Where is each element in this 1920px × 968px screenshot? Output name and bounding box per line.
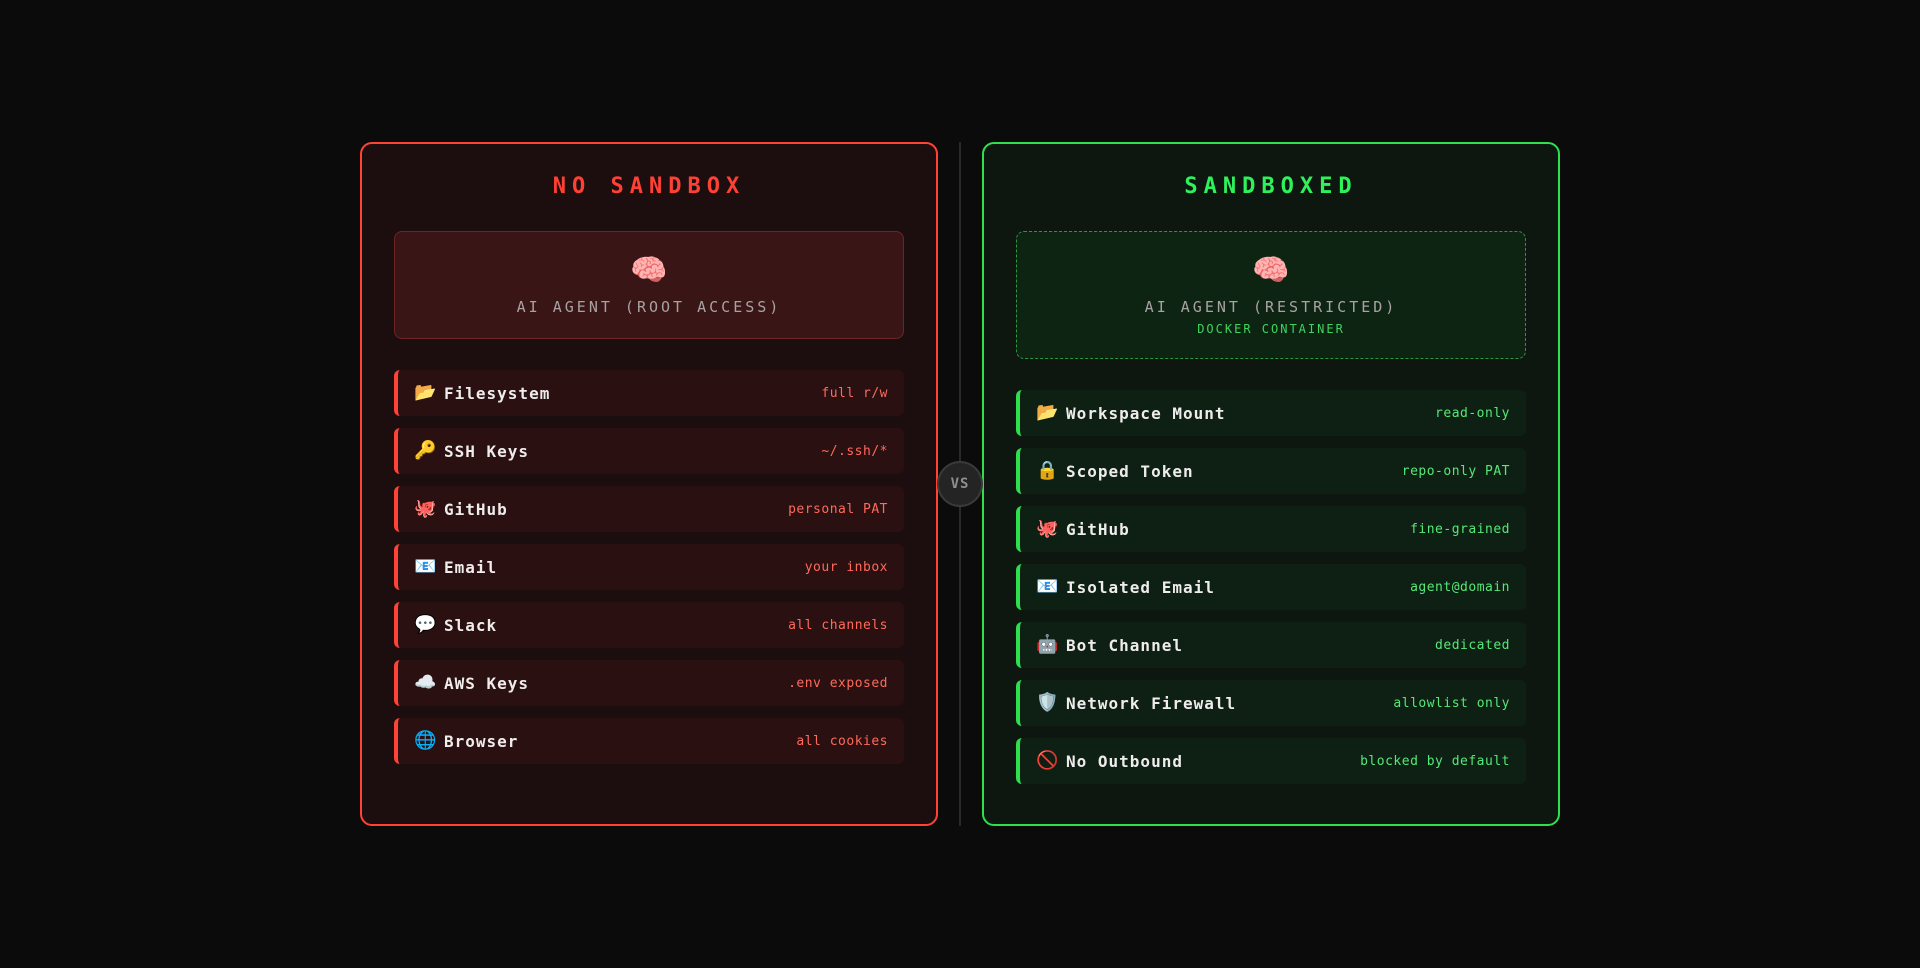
row-value: your inbox <box>804 559 888 575</box>
row-label: Bot Channel <box>1066 635 1183 655</box>
no-sandbox-panel: NO SANDBOX 🧠 AI AGENT (ROOT ACCESS) 📂 Fi… <box>360 142 938 826</box>
row-label: Browser <box>444 731 519 751</box>
no-entry-icon: 🚫 <box>1036 750 1059 771</box>
cloud-icon: ☁️ <box>414 672 437 693</box>
row-value: fine-grained <box>1410 521 1510 537</box>
folder-icon: 📂 <box>1036 402 1059 423</box>
sandboxed-rows: 📂 Workspace Mount read-only 🔒 Scoped Tok… <box>1016 390 1526 784</box>
row-ssh-keys: 🔑 SSH Keys ~/.ssh/* <box>394 428 904 474</box>
email-icon: 📧 <box>414 556 437 577</box>
row-label: Isolated Email <box>1066 577 1215 597</box>
row-browser: 🌐 Browser all cookies <box>394 718 904 764</box>
lock-icon: 🔒 <box>1036 460 1059 481</box>
row-label: Workspace Mount <box>1066 403 1226 423</box>
no-sandbox-title: NO SANDBOX <box>552 174 746 199</box>
row-value: allowlist only <box>1393 695 1510 711</box>
row-workspace-mount: 📂 Workspace Mount read-only <box>1016 390 1526 436</box>
no-sandbox-rows: 📂 Filesystem full r/w 🔑 SSH Keys ~/.ssh/… <box>394 370 904 764</box>
sandboxed-title: SANDBOXED <box>1184 174 1358 199</box>
row-slack: 💬 Slack all channels <box>394 602 904 648</box>
no-sandbox-agent-card: 🧠 AI AGENT (ROOT ACCESS) <box>394 231 904 339</box>
key-icon: 🔑 <box>414 440 437 461</box>
brain-icon: 🧠 <box>630 253 668 288</box>
row-value: all cookies <box>796 733 888 749</box>
row-value: all channels <box>788 617 888 633</box>
agent-label: AI AGENT (ROOT ACCESS) <box>516 298 782 316</box>
row-value: personal PAT <box>788 501 888 517</box>
vs-badge: VS <box>937 461 983 507</box>
row-filesystem: 📂 Filesystem full r/w <box>394 370 904 416</box>
row-value: agent@domain <box>1410 579 1510 595</box>
globe-icon: 🌐 <box>414 730 437 751</box>
row-value: read-only <box>1435 405 1510 421</box>
row-github: 🐙 GitHub fine-grained <box>1016 506 1526 552</box>
row-value: full r/w <box>821 385 888 401</box>
row-label: AWS Keys <box>444 673 530 693</box>
docker-container-label: DOCKER CONTAINER <box>1197 322 1345 336</box>
row-value: repo-only PAT <box>1401 463 1510 479</box>
row-value: dedicated <box>1435 637 1510 653</box>
row-github: 🐙 GitHub personal PAT <box>394 486 904 532</box>
row-label: SSH Keys <box>444 441 530 461</box>
comparison-stage: NO SANDBOX 🧠 AI AGENT (ROOT ACCESS) 📂 Fi… <box>360 142 1560 826</box>
row-value: blocked by default <box>1360 753 1510 769</box>
row-label: GitHub <box>1066 519 1130 539</box>
row-network-firewall: 🛡️ Network Firewall allowlist only <box>1016 680 1526 726</box>
row-label: GitHub <box>444 499 508 519</box>
octopus-icon: 🐙 <box>1036 518 1059 539</box>
speech-balloon-icon: 💬 <box>414 614 437 635</box>
sandboxed-agent-card: 🧠 AI AGENT (RESTRICTED) DOCKER CONTAINER <box>1016 231 1526 359</box>
row-label: Filesystem <box>444 383 551 403</box>
folder-icon: 📂 <box>414 382 437 403</box>
sandboxed-panel: SANDBOXED 🧠 AI AGENT (RESTRICTED) DOCKER… <box>982 142 1560 826</box>
robot-icon: 🤖 <box>1036 634 1059 655</box>
row-scoped-token: 🔒 Scoped Token repo-only PAT <box>1016 448 1526 494</box>
row-label: Slack <box>444 615 498 635</box>
row-aws-keys: ☁️ AWS Keys .env exposed <box>394 660 904 706</box>
row-bot-channel: 🤖 Bot Channel dedicated <box>1016 622 1526 668</box>
row-value: .env exposed <box>788 675 888 691</box>
row-label: No Outbound <box>1066 751 1183 771</box>
email-icon: 📧 <box>1036 576 1059 597</box>
shield-icon: 🛡️ <box>1036 692 1059 713</box>
brain-icon: 🧠 <box>1252 253 1290 288</box>
row-label: Network Firewall <box>1066 693 1237 713</box>
row-isolated-email: 📧 Isolated Email agent@domain <box>1016 564 1526 610</box>
agent-label: AI AGENT (RESTRICTED) <box>1144 298 1398 316</box>
octopus-icon: 🐙 <box>414 498 437 519</box>
row-label: Scoped Token <box>1066 461 1194 481</box>
row-label: Email <box>444 557 498 577</box>
row-email: 📧 Email your inbox <box>394 544 904 590</box>
row-no-outbound: 🚫 No Outbound blocked by default <box>1016 738 1526 784</box>
row-value: ~/.ssh/* <box>821 443 888 459</box>
